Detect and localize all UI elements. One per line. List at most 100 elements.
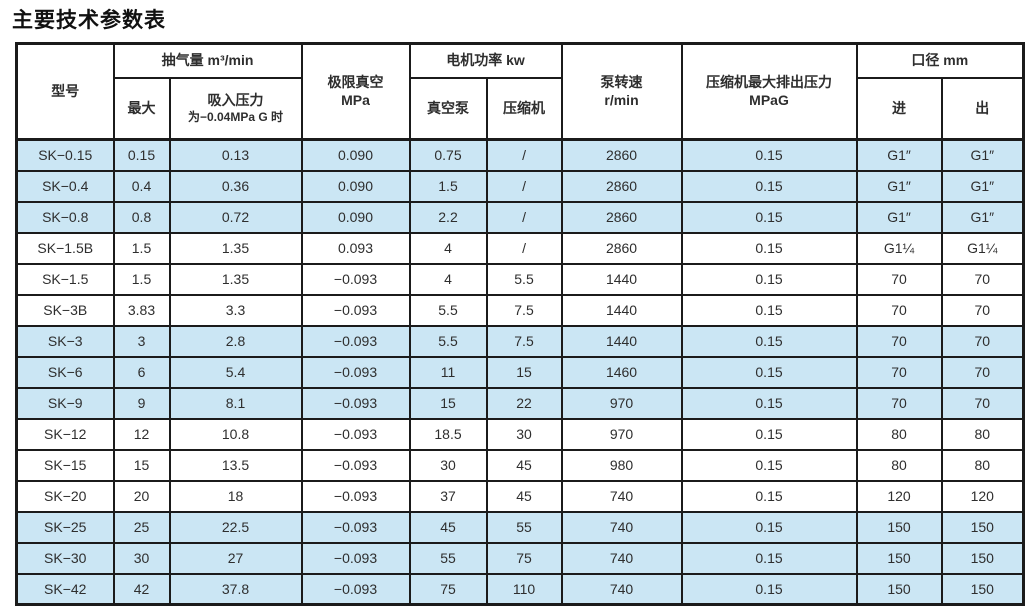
cell-bore-inlet: G1″ [855,138,943,172]
cell-bore-outlet: 120 [940,479,1025,513]
header-pump-speed-line2: r/min [604,91,639,108]
cell-pump-speed: 1460 [560,355,683,389]
cell-suction-capacity: 1.35 [168,262,303,296]
header-ultimate-vacuum: 极限真空 MPa [300,42,411,141]
cell-pump-speed: 1440 [560,324,683,358]
cell-ultimate-vacuum: −0.093 [300,293,411,327]
cell-suction-capacity: 18 [168,479,303,513]
cell-bore-inlet: 150 [855,572,943,606]
cell-bore-outlet: 70 [940,386,1025,420]
table-row: SK−6 6 5.4 −0.093 11 15 1460 0.15 70 70 [15,355,1025,389]
cell-bore-outlet: 70 [940,262,1025,296]
cell-max-discharge-pressure: 0.15 [680,541,858,575]
cell-vacuum-pump-power: 75 [408,572,488,606]
header-row-2: 最大 吸入压力 为−0.04MPa G 时 真空泵 压缩机 进 出 [17,76,1025,141]
header-max-discharge-pressure-line2: MPaG [749,91,789,108]
cell-bore-inlet: G1″ [855,200,943,234]
cell-model: SK−1.5 [15,262,115,296]
header-max-discharge-pressure: 压缩机最大排出压力 MPaG [680,42,858,141]
cell-ultimate-vacuum: −0.093 [300,572,411,606]
cell-suction-capacity: 2.8 [168,324,303,358]
cell-max-capacity: 3 [112,324,171,358]
spec-table: 型号 抽气量 m³/min 极限真空 MPa 电机功率 kw 泵转速 r/min… [15,42,1026,606]
cell-compressor-power: 45 [485,448,563,482]
cell-compressor-power: 5.5 [485,262,563,296]
cell-model: SK−9 [15,386,115,420]
cell-bore-inlet: 70 [855,324,943,358]
header-row-1: 型号 抽气量 m³/min 极限真空 MPa 电机功率 kw 泵转速 r/min… [15,42,1025,141]
cell-pump-speed: 970 [560,417,683,451]
cell-bore-outlet: G1″ [940,169,1025,203]
cell-max-capacity: 20 [112,479,171,513]
cell-compressor-power: 22 [485,386,563,420]
cell-max-capacity: 6 [112,355,171,389]
cell-compressor-power: / [485,138,563,172]
cell-vacuum-pump-power: 5.5 [408,293,488,327]
cell-compressor-power: 45 [485,479,563,513]
header-pump-speed-line1: 泵转速 [600,74,643,90]
cell-model: SK−42 [15,572,115,606]
cell-bore-inlet: 70 [855,386,943,420]
cell-max-discharge-pressure: 0.15 [680,138,858,172]
cell-model: SK−0.4 [15,169,115,203]
cell-pump-speed: 2860 [560,138,683,172]
cell-compressor-power: 7.5 [485,293,563,327]
cell-vacuum-pump-power: 18.5 [408,417,488,451]
cell-suction-capacity: 1.35 [168,231,303,265]
cell-max-capacity: 0.15 [112,138,171,172]
cell-compressor-power: / [485,169,563,203]
cell-bore-outlet: 70 [940,293,1025,327]
cell-compressor-power: 15 [485,355,563,389]
cell-max-discharge-pressure: 0.15 [680,355,858,389]
cell-compressor-power: / [485,231,563,265]
cell-ultimate-vacuum: 0.090 [300,138,411,172]
table-row: SK−9 9 8.1 −0.093 15 22 970 0.15 70 70 [15,386,1025,420]
cell-max-discharge-pressure: 0.15 [680,324,858,358]
cell-bore-outlet: 80 [940,448,1025,482]
cell-model: SK−3B [15,293,115,327]
table-row: SK−42 42 37.8 −0.093 75 110 740 0.15 150 150 [15,572,1025,606]
cell-model: SK−12 [15,417,115,451]
cell-compressor-power: / [485,200,563,234]
cell-max-capacity: 3.83 [112,293,171,327]
table-row: SK−25 25 22.5 −0.093 45 55 740 0.15 150 150 [15,510,1025,544]
cell-max-discharge-pressure: 0.15 [680,479,858,513]
header-pump-speed: 泵转速 r/min [560,42,683,141]
cell-suction-capacity: 37.8 [168,572,303,606]
header-motor-compressor: 压缩机 [485,76,563,141]
cell-ultimate-vacuum: −0.093 [300,355,411,389]
header-max-discharge-pressure-line1: 压缩机最大排出压力 [706,74,833,90]
cell-max-discharge-pressure: 0.15 [680,510,858,544]
cell-pump-speed: 1440 [560,262,683,296]
cell-pump-speed: 2860 [560,231,683,265]
cell-max-discharge-pressure: 0.15 [680,386,858,420]
cell-suction-capacity: 0.36 [168,169,303,203]
cell-suction-capacity: 27 [168,541,303,575]
cell-max-capacity: 0.4 [112,169,171,203]
cell-vacuum-pump-power: 45 [408,510,488,544]
cell-vacuum-pump-power: 15 [408,386,488,420]
cell-model: SK−1.5B [15,231,115,265]
cell-max-discharge-pressure: 0.15 [680,231,858,265]
table-row: SK−0.8 0.8 0.72 0.090 2.2/2860 0.15 G1″ G1″ [15,200,1025,234]
cell-ultimate-vacuum: −0.093 [300,324,411,358]
cell-bore-outlet: 150 [940,572,1025,606]
spec-table-header: 型号 抽气量 m³/min 极限真空 MPa 电机功率 kw 泵转速 r/min… [15,42,1025,141]
header-ultimate-vacuum-line1: 极限真空 [327,74,384,90]
cell-pump-speed: 740 [560,572,683,606]
cell-vacuum-pump-power: 30 [408,448,488,482]
cell-suction-capacity: 5.4 [168,355,303,389]
cell-bore-outlet: 150 [940,510,1025,544]
cell-bore-inlet: 70 [855,293,943,327]
cell-model: SK−0.15 [15,138,115,172]
cell-bore-outlet: G1¼ [940,231,1025,265]
header-capacity-group: 抽气量 m³/min [112,42,303,79]
header-capacity-suction-line1: 吸入压力 [207,92,264,108]
cell-bore-inlet: 70 [855,355,943,389]
cell-pump-speed: 970 [560,386,683,420]
cell-pump-speed: 1440 [560,293,683,327]
cell-ultimate-vacuum: −0.093 [300,417,411,451]
table-row: SK−3B 3.83 3.3 −0.093 5.5 7.5 1440 0.15 70 70 [15,293,1025,327]
header-ultimate-vacuum-line2: MPa [341,91,370,108]
cell-vacuum-pump-power: 4 [408,231,488,265]
